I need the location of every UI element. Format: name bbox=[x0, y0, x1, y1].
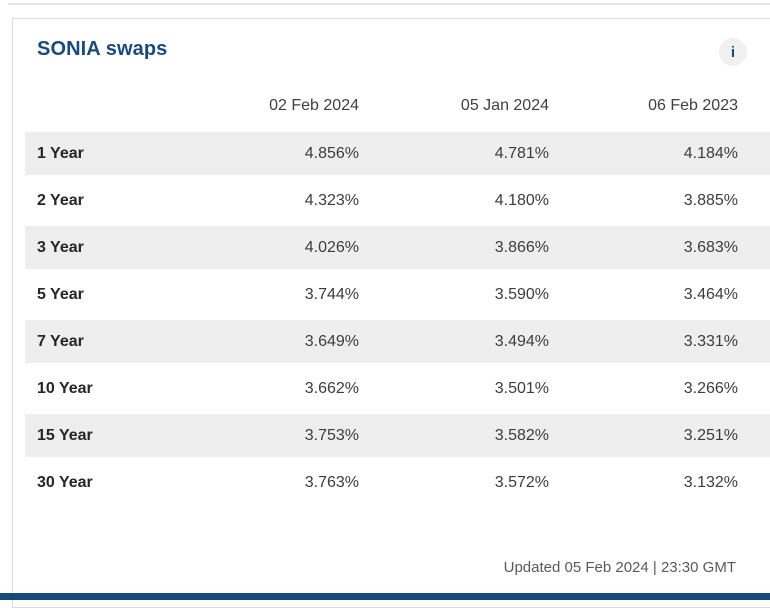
cell-value: 3.763% bbox=[304, 473, 359, 491]
table-row: 30 Year 3.763% 3.572% 3.132% bbox=[25, 459, 770, 506]
cell-value: 4.781% bbox=[494, 144, 549, 162]
cell-value: 3.662% bbox=[304, 379, 359, 397]
cell-value: 3.266% bbox=[683, 379, 738, 397]
row-label: 1 Year bbox=[37, 144, 84, 162]
cell-value: 3.885% bbox=[683, 191, 738, 209]
cell-value: 3.572% bbox=[494, 473, 549, 491]
cell-value: 3.683% bbox=[683, 238, 738, 256]
table-row: 1 Year 4.856% 4.781% 4.184% bbox=[25, 130, 770, 177]
table-row: 5 Year 3.744% 3.590% 3.464% bbox=[25, 271, 770, 318]
row-label: 15 Year bbox=[37, 426, 93, 444]
cell-value: 3.590% bbox=[494, 285, 549, 303]
row-label: 5 Year bbox=[37, 285, 84, 303]
table-body: 1 Year 4.856% 4.781% 4.184% 2 Year 4.323… bbox=[25, 130, 770, 506]
row-label: 3 Year bbox=[37, 238, 84, 256]
table-row: 10 Year 3.662% 3.501% 3.266% bbox=[25, 365, 770, 412]
table-header-row: 02 Feb 2024 05 Jan 2024 06 Feb 2023 bbox=[25, 82, 770, 130]
cell-value: 4.180% bbox=[494, 191, 549, 209]
cell-value: 3.753% bbox=[304, 426, 359, 444]
info-button[interactable]: i bbox=[719, 38, 747, 66]
updated-timestamp: Updated 05 Feb 2024 | 23:30 GMT bbox=[503, 559, 736, 576]
info-icon: i bbox=[730, 43, 736, 61]
top-divider bbox=[8, 3, 770, 5]
sonia-swaps-table: 02 Feb 2024 05 Jan 2024 06 Feb 2023 1 Ye… bbox=[25, 82, 770, 506]
table-row: 2 Year 4.323% 4.180% 3.885% bbox=[25, 177, 770, 224]
cell-value: 4.184% bbox=[683, 144, 738, 162]
cell-value: 3.132% bbox=[683, 473, 738, 491]
row-label: 10 Year bbox=[37, 379, 93, 397]
card-title: SONIA swaps bbox=[37, 38, 168, 60]
cell-value: 3.494% bbox=[494, 332, 549, 350]
table-row: 15 Year 3.753% 3.582% 3.251% bbox=[25, 412, 770, 459]
next-section-edge bbox=[0, 593, 770, 600]
cell-value: 4.026% bbox=[304, 238, 359, 256]
cell-value: 3.331% bbox=[683, 332, 738, 350]
cell-value: 3.501% bbox=[494, 379, 549, 397]
cell-value: 4.323% bbox=[304, 191, 359, 209]
sonia-swaps-card: SONIA swaps i 02 Feb 2024 05 Jan 2024 06… bbox=[12, 18, 770, 608]
row-label: 7 Year bbox=[37, 332, 84, 350]
row-label: 30 Year bbox=[37, 473, 93, 491]
column-header: 06 Feb 2023 bbox=[648, 97, 738, 114]
table-row: 3 Year 4.026% 3.866% 3.683% bbox=[25, 224, 770, 271]
cell-value: 3.649% bbox=[304, 332, 359, 350]
cell-value: 3.582% bbox=[494, 426, 549, 444]
card-header: SONIA swaps i bbox=[13, 19, 770, 66]
table-row: 7 Year 3.649% 3.494% 3.331% bbox=[25, 318, 770, 365]
cell-value: 3.464% bbox=[683, 285, 738, 303]
row-label: 2 Year bbox=[37, 191, 84, 209]
cell-value: 4.856% bbox=[304, 144, 359, 162]
cell-value: 3.744% bbox=[304, 285, 359, 303]
cell-value: 3.866% bbox=[494, 238, 549, 256]
cell-value: 3.251% bbox=[683, 426, 738, 444]
column-header: 05 Jan 2024 bbox=[460, 97, 549, 114]
column-header: 02 Feb 2024 bbox=[269, 97, 359, 114]
